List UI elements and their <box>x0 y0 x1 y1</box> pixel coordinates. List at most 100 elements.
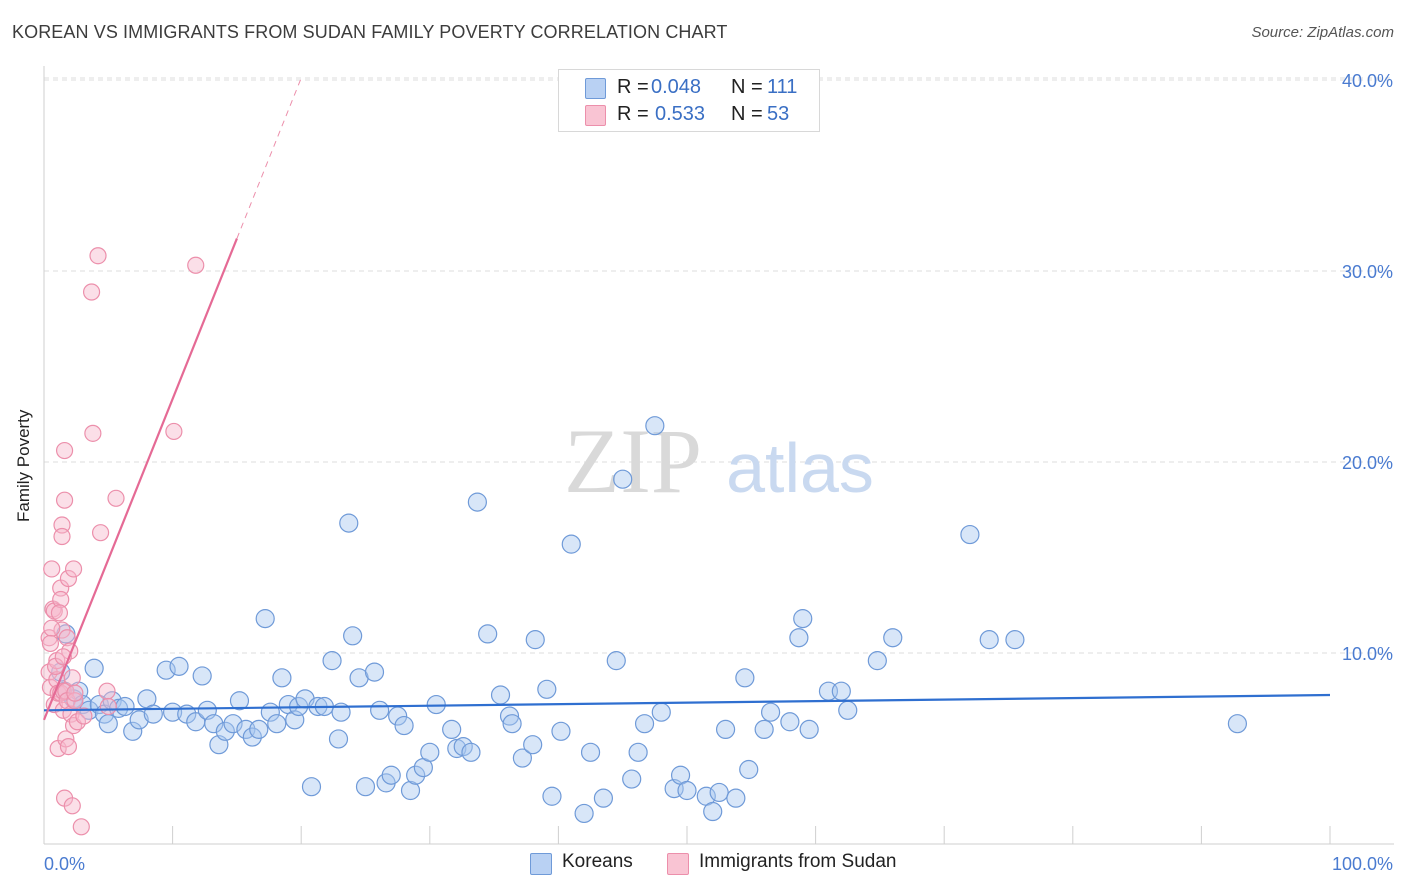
sudan-point <box>43 619 61 637</box>
legend-n-value-koreans: 111 <box>767 76 798 98</box>
sudan-point <box>59 569 78 588</box>
korean-point <box>789 628 809 648</box>
legend-swatch-sudan <box>585 105 606 126</box>
korean-point <box>355 777 376 797</box>
korean-point <box>561 534 581 554</box>
korean-point <box>574 803 594 824</box>
korean-point <box>339 513 359 533</box>
korean-point <box>143 704 163 724</box>
korean-point <box>272 668 292 688</box>
korean-point <box>754 719 774 740</box>
korean-point <box>677 780 697 801</box>
korean-point <box>98 714 118 734</box>
korean-point <box>537 679 557 699</box>
korean-point <box>525 630 545 650</box>
korean-point <box>613 469 633 489</box>
korean-point <box>420 742 440 762</box>
korean-point <box>593 788 614 808</box>
legend-n-value-sudan: 53 <box>767 103 790 125</box>
legend-r-label: R = <box>617 103 649 125</box>
korean-point <box>645 416 665 436</box>
legend-r-value-koreans: 0.048 <box>651 76 702 98</box>
legend-r-label: R = <box>617 76 649 98</box>
y-tick-label: 40.0% <box>1342 71 1393 91</box>
korean-point <box>328 729 349 749</box>
korean-point <box>343 626 363 646</box>
korean-point <box>883 628 903 648</box>
bottom-legend-swatch-sudan <box>667 853 689 875</box>
korean-point <box>499 706 520 726</box>
korean-point <box>129 710 149 730</box>
korean-point <box>512 748 532 768</box>
axis-layer <box>43 66 1394 845</box>
korean-point <box>249 719 269 740</box>
sudan-point <box>91 524 110 542</box>
korean-point <box>523 735 543 755</box>
sudan-point <box>107 489 125 507</box>
korean-point <box>255 609 275 629</box>
bottom-legend-label-sudan: Immigrants from Sudan <box>699 851 897 872</box>
sudan-point <box>53 527 71 546</box>
chart-title: KOREAN VS IMMIGRANTS FROM SUDAN FAMILY P… <box>12 22 728 42</box>
sudan-point <box>63 669 81 687</box>
korean-point <box>979 630 999 650</box>
korean-point <box>370 700 390 720</box>
sudan-trend-extension <box>236 77 302 239</box>
legend-n-label: N = <box>731 76 763 98</box>
trend-lines <box>42 77 1331 721</box>
sudan-point <box>58 629 76 647</box>
korean-point <box>156 660 176 680</box>
korean-point <box>799 719 819 740</box>
sudan-point <box>98 682 116 700</box>
tick-labels: 10.0% 20.0% 30.0% 40.0% 0.0% 100.0% <box>44 71 1393 874</box>
sudan-point <box>43 560 61 578</box>
sudan-point <box>66 684 84 702</box>
sudan-point <box>72 818 90 836</box>
sudan-point <box>55 441 74 460</box>
korean-point <box>1227 714 1248 734</box>
korean-point <box>1005 630 1025 650</box>
korean-point <box>715 719 736 740</box>
bottom-legend-swatch-koreans <box>530 853 552 875</box>
sudan-point <box>55 491 74 509</box>
sudan-trend-line <box>42 238 238 721</box>
korean-point <box>442 719 462 740</box>
korean-point <box>242 727 262 747</box>
korean-point <box>192 666 212 686</box>
korean-point <box>461 742 481 762</box>
korean-point <box>400 780 421 801</box>
korean-point <box>381 765 401 785</box>
y-tick-label: 20.0% <box>1342 453 1393 473</box>
korean-point <box>739 759 759 780</box>
legend-swatch-koreans <box>585 78 606 99</box>
y-tick-label: 10.0% <box>1342 644 1393 664</box>
korean-point <box>867 651 887 671</box>
korean-point <box>502 714 522 734</box>
sudan-point <box>68 713 87 731</box>
sudan-point <box>40 629 58 647</box>
sudan-point <box>84 424 102 442</box>
korean-point <box>580 742 601 762</box>
korean-point <box>115 696 135 717</box>
sudan-point <box>187 256 205 274</box>
korean-point <box>838 700 858 720</box>
sudan-point <box>82 283 101 301</box>
korean-point <box>364 662 385 682</box>
korean-point <box>84 658 104 678</box>
korean-point <box>394 715 414 736</box>
sudan-points <box>40 247 205 836</box>
sudan-point <box>99 697 117 716</box>
korean-point <box>726 788 746 808</box>
korean-point <box>215 721 235 741</box>
koreans-trend-line <box>43 693 1331 712</box>
source-label: Source: ZipAtlas.com <box>1251 24 1394 41</box>
korean-point <box>735 668 755 688</box>
korean-point <box>780 712 800 732</box>
korean-point <box>622 769 642 789</box>
sudan-point <box>63 797 81 815</box>
sudan-point <box>59 737 78 756</box>
legend-box: R = 0.048 N = 111 R = 0.533 N = 53 <box>558 69 820 132</box>
sudan-point <box>50 604 69 622</box>
sudan-point <box>52 590 70 609</box>
